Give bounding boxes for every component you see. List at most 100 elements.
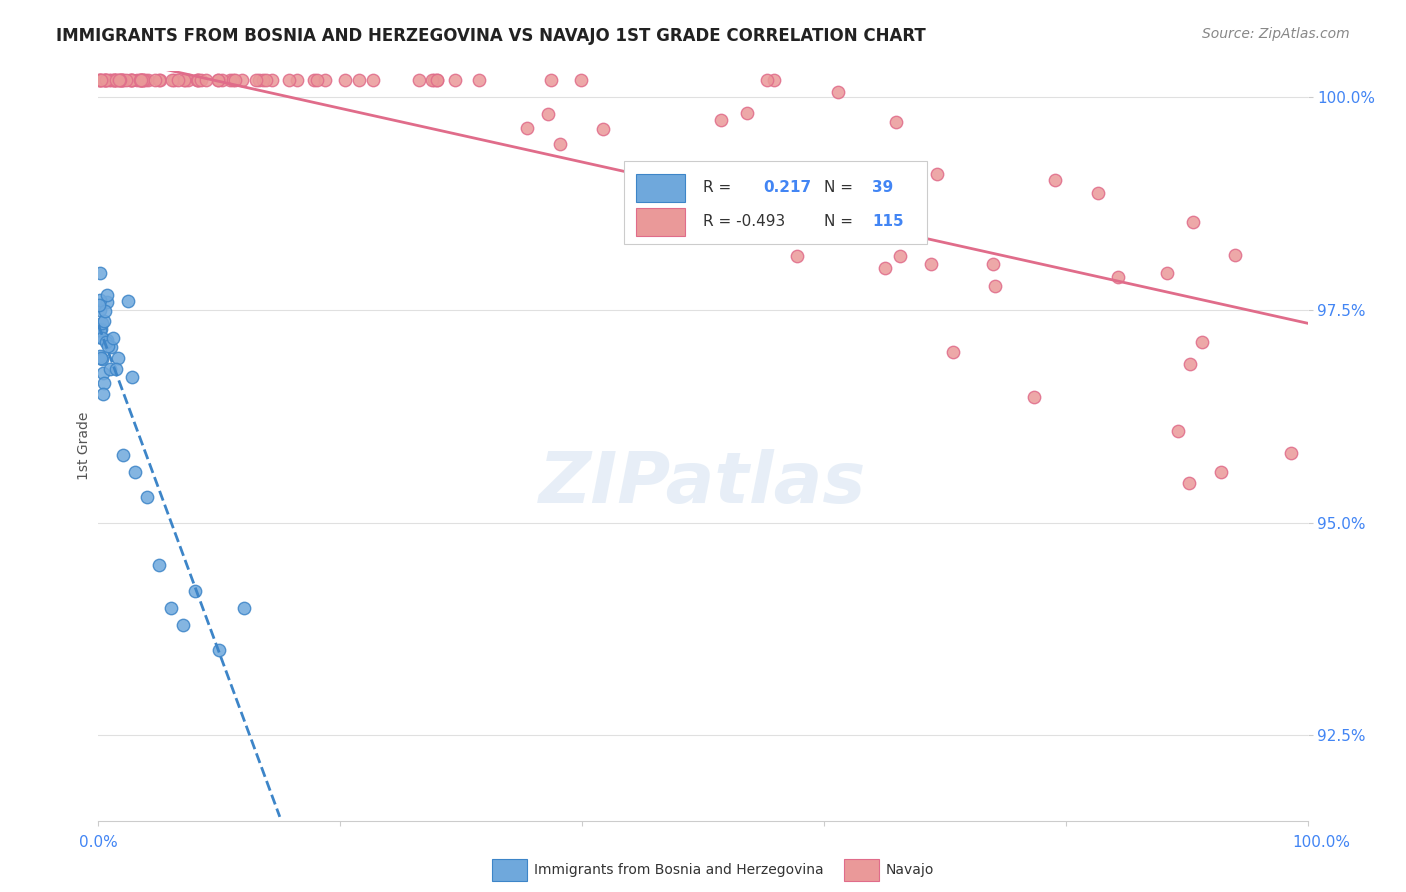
Point [87,298,110,312]
Point [219,73,242,87]
Point [516,120,538,135]
Text: 115: 115 [872,214,904,228]
Point [186,73,208,87]
Point [537,107,560,121]
Point [1182,215,1205,229]
Text: IMMIGRANTS FROM BOSNIA AND HERZEGOVINA VS NAVAJO 1ST GRADE CORRELATION CHART: IMMIGRANTS FROM BOSNIA AND HERZEGOVINA V… [56,27,927,45]
Point [160,600,183,615]
Point [1191,334,1213,349]
Point [97,338,120,352]
Point [232,600,254,615]
Point [172,617,194,632]
Point [187,73,209,87]
Point [91,73,114,87]
Point [173,73,195,87]
Point [569,73,592,87]
Point [89,293,111,307]
Point [89,73,111,87]
Text: Navajo: Navajo [886,863,934,877]
Point [875,202,897,216]
Point [108,73,131,87]
Point [103,73,125,87]
Point [121,370,143,384]
Point [94,73,117,87]
Point [129,73,152,87]
Point [468,73,491,87]
Point [302,73,325,87]
Y-axis label: 1st Grade: 1st Grade [77,412,91,480]
Text: N =: N = [824,180,853,195]
Point [905,189,928,203]
Point [94,334,117,349]
Point [333,73,356,87]
Point [87,330,110,344]
Point [222,73,245,87]
Point [278,73,301,87]
Point [763,73,786,87]
Point [245,73,267,87]
Point [254,73,277,87]
Point [89,73,111,87]
Point [107,351,129,365]
Point [208,643,231,657]
Point [920,257,942,271]
FancyBboxPatch shape [637,208,685,236]
Point [91,366,114,380]
Point [1022,390,1045,404]
Point [96,288,118,302]
Point [90,73,112,87]
Point [100,341,122,355]
Point [827,85,849,99]
Point [187,73,209,87]
Point [1209,465,1232,479]
Point [252,73,274,87]
Point [89,349,111,363]
Point [103,331,125,345]
Point [91,386,114,401]
Point [347,73,370,87]
Point [107,73,129,87]
Point [1107,270,1129,285]
Point [786,249,808,263]
Point [1156,266,1178,280]
Point [143,73,166,87]
Point [103,73,125,87]
Point [160,73,183,87]
Point [1043,173,1066,187]
Text: ZIPatlas: ZIPatlas [540,449,866,518]
Point [87,73,110,87]
Point [984,279,1007,293]
Text: R =: R = [703,180,731,195]
Point [104,73,127,87]
Point [426,73,449,87]
Point [136,73,159,87]
Point [735,105,758,120]
Point [1178,476,1201,491]
Point [190,73,212,87]
Point [121,73,143,87]
Point [93,314,115,328]
Point [426,73,449,87]
Point [117,294,139,309]
Point [89,323,111,337]
Point [211,73,233,87]
Point [148,558,170,573]
Point [90,351,112,366]
Point [100,73,122,87]
Point [104,73,127,87]
Point [875,260,897,275]
Point [927,168,949,182]
Point [710,112,733,127]
Point [98,73,121,87]
Text: R = -0.493: R = -0.493 [703,214,785,228]
Point [125,73,148,87]
Point [90,351,112,366]
Point [207,73,229,87]
Point [247,73,270,87]
Point [103,73,125,87]
Point [104,361,127,376]
Point [121,73,143,87]
Point [112,73,135,87]
Point [420,73,443,87]
Point [93,376,115,391]
